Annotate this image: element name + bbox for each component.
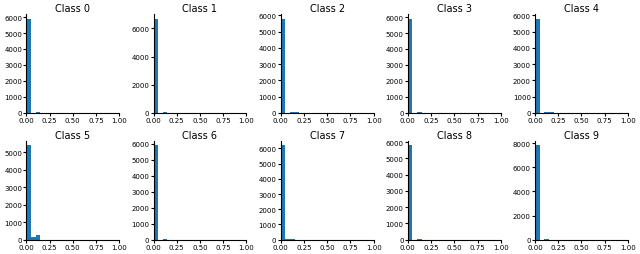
Title: Class 1: Class 1	[182, 4, 218, 14]
Bar	[544, 239, 549, 240]
Title: Class 0: Class 0	[55, 4, 90, 14]
Bar	[26, 146, 31, 240]
Bar	[31, 237, 36, 240]
Bar	[154, 146, 158, 240]
Bar	[544, 112, 549, 114]
Title: Class 6: Class 6	[182, 131, 218, 140]
Bar	[417, 239, 422, 240]
Bar	[417, 113, 422, 114]
Bar	[163, 113, 168, 114]
Bar	[163, 239, 168, 240]
Bar	[281, 20, 285, 114]
Title: Class 2: Class 2	[310, 4, 345, 14]
Title: Class 3: Class 3	[437, 4, 472, 14]
Bar	[549, 113, 554, 114]
Bar	[408, 146, 413, 240]
Bar	[535, 146, 540, 240]
Bar	[154, 20, 158, 114]
Bar	[408, 20, 413, 114]
Bar	[36, 113, 40, 114]
Title: Class 7: Class 7	[310, 131, 345, 140]
Bar	[290, 113, 294, 114]
Bar	[26, 20, 31, 114]
Title: Class 5: Class 5	[55, 131, 90, 140]
Bar	[36, 235, 40, 240]
Title: Class 9: Class 9	[564, 131, 599, 140]
Bar	[281, 146, 285, 240]
Bar	[285, 239, 290, 240]
Bar	[290, 239, 294, 240]
Title: Class 8: Class 8	[437, 131, 472, 140]
Title: Class 4: Class 4	[564, 4, 599, 14]
Bar	[535, 20, 540, 114]
Bar	[294, 113, 300, 114]
